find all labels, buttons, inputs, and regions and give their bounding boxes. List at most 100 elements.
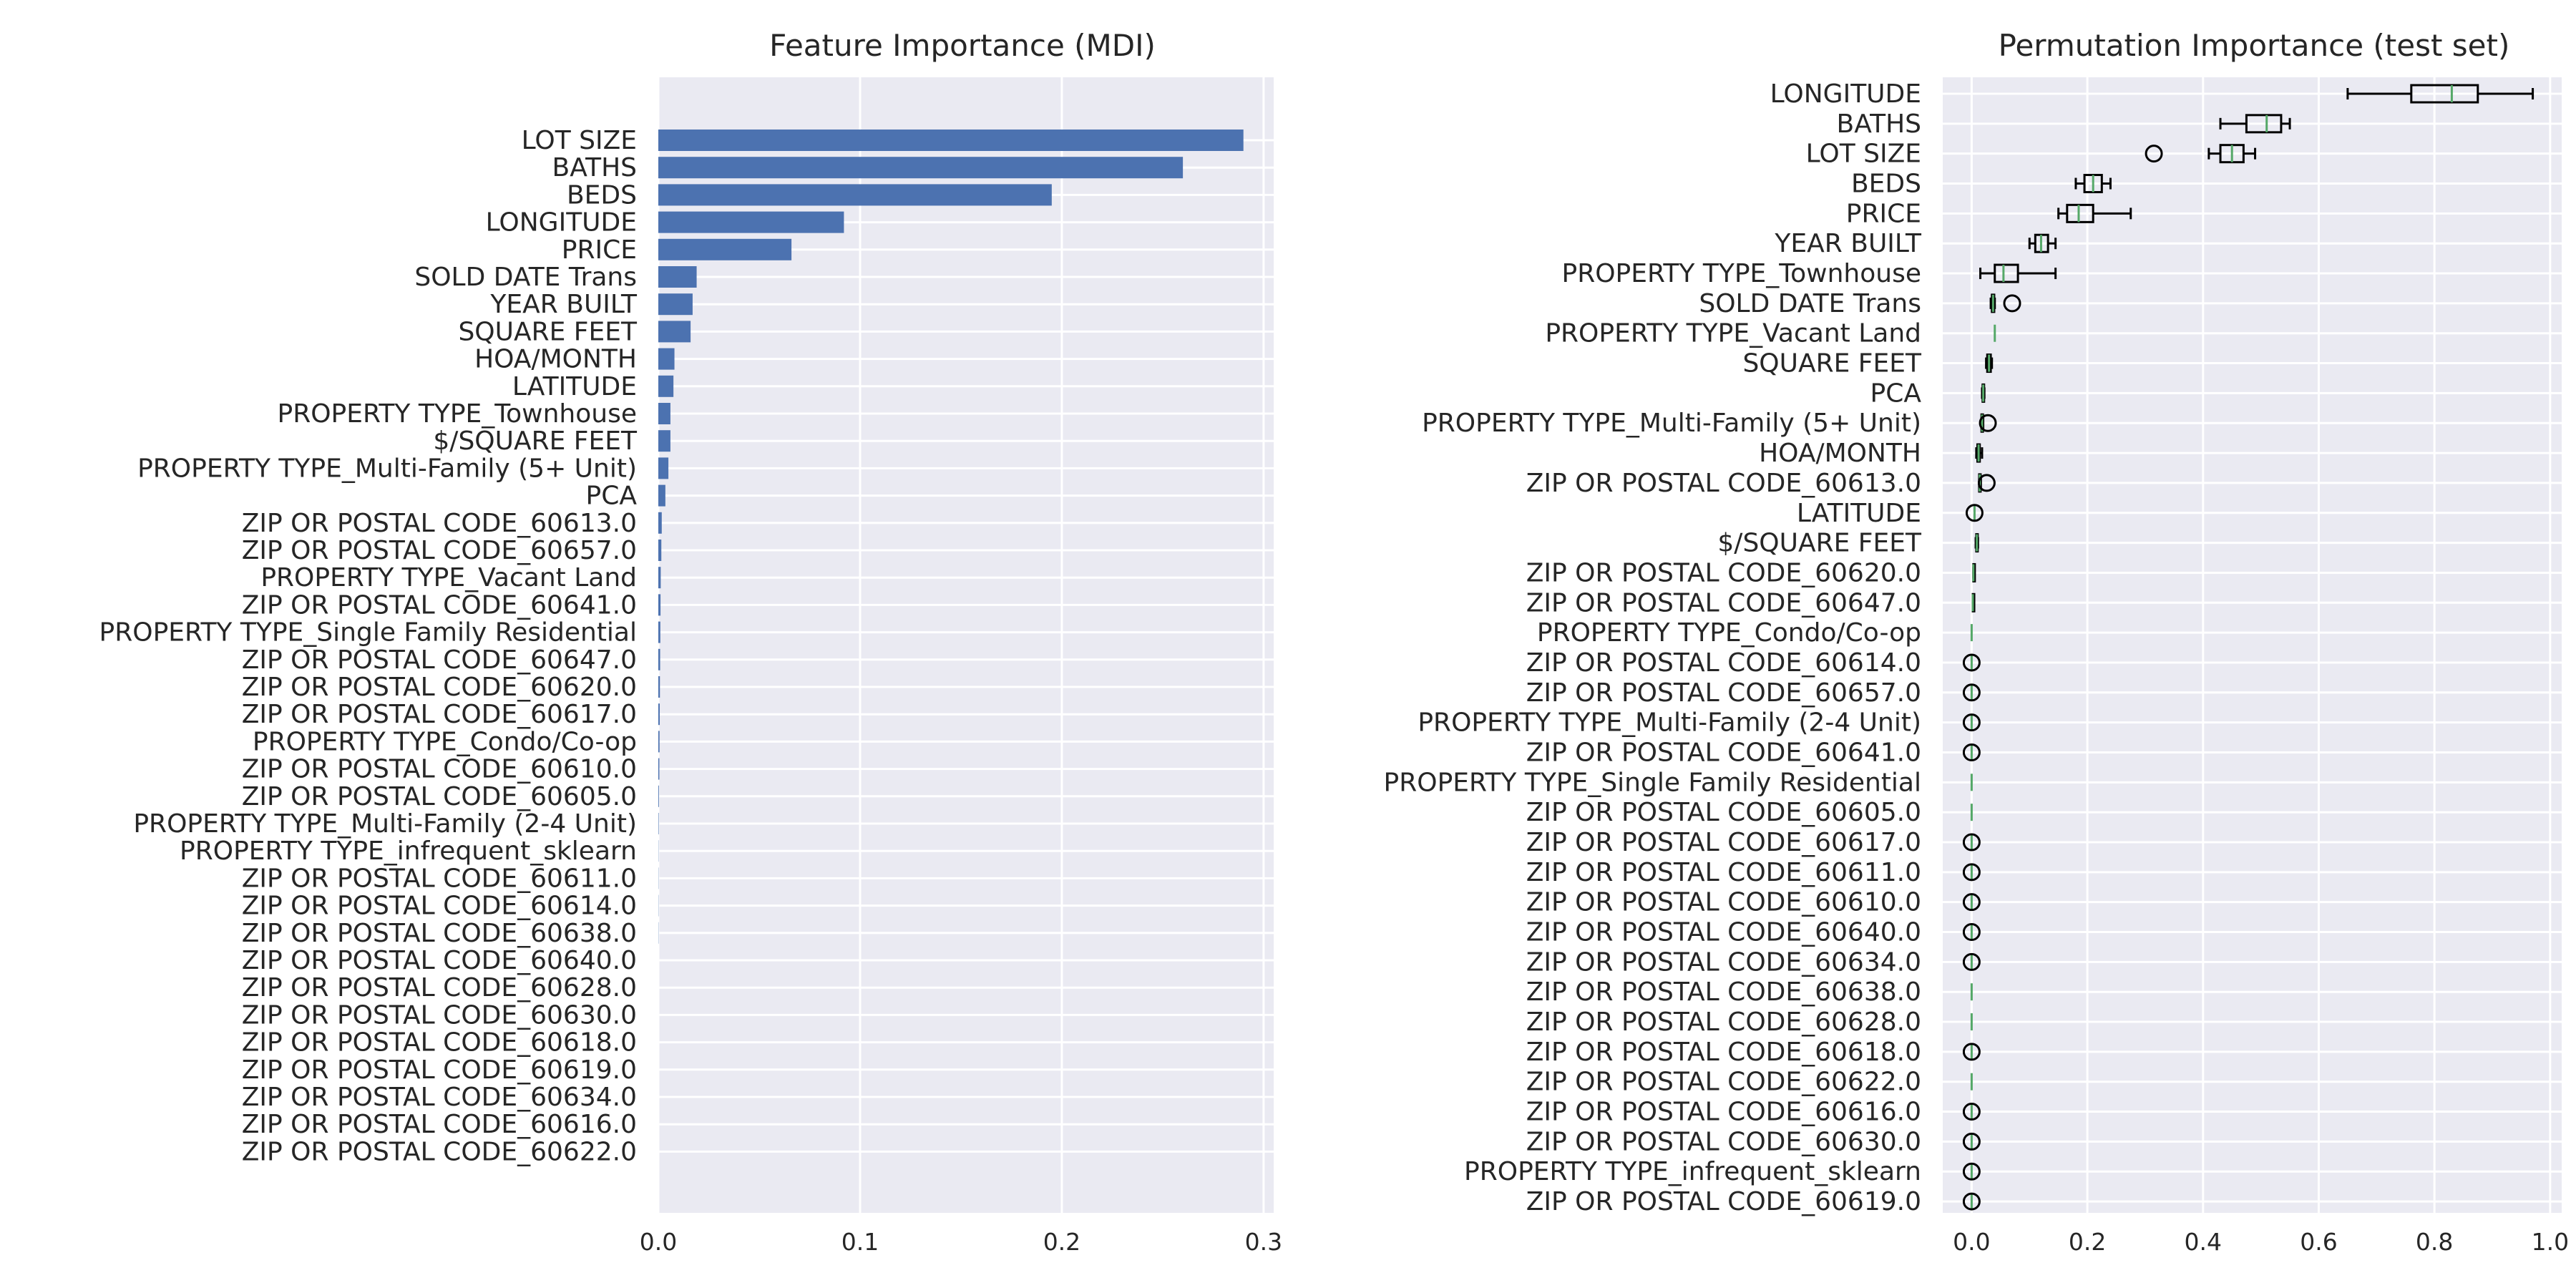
category-label: ZIP OR POSTAL CODE_60641.0 bbox=[1526, 738, 1921, 767]
category-label: BEDS bbox=[1851, 170, 1921, 199]
bar bbox=[658, 238, 792, 260]
category-label: BATHS bbox=[552, 153, 637, 182]
outlier-point bbox=[1962, 952, 1981, 971]
outlier-point bbox=[1962, 683, 1981, 702]
bar bbox=[658, 758, 660, 780]
x-tick-label: 0.4 bbox=[2185, 1228, 2222, 1256]
plot-area bbox=[658, 77, 1274, 1213]
outlier-point bbox=[2145, 145, 2163, 163]
box bbox=[2245, 114, 2283, 134]
category-label: SOLD DATE Trans bbox=[414, 263, 637, 292]
outlier-point bbox=[1962, 1162, 1981, 1181]
category-label: BATHS bbox=[1837, 109, 1921, 139]
category-label: ZIP OR POSTAL CODE_60622.0 bbox=[242, 1137, 637, 1166]
bar bbox=[658, 130, 1244, 151]
category-label: ZIP OR POSTAL CODE_60617.0 bbox=[1526, 828, 1921, 857]
category-label: PROPERTY TYPE_Multi-Family (2-4 Unit) bbox=[133, 809, 637, 839]
category-label: ZIP OR POSTAL CODE_60617.0 bbox=[242, 700, 637, 729]
category-label: ZIP OR POSTAL CODE_60605.0 bbox=[242, 782, 637, 811]
x-tick-label: 0.0 bbox=[640, 1228, 677, 1256]
category-label: PROPERTY TYPE_Multi-Family (5+ Unit) bbox=[137, 454, 637, 483]
category-label: $/SQUARE FEET bbox=[433, 426, 638, 456]
category-label: HOA/MONTH bbox=[1759, 439, 1921, 468]
bar bbox=[658, 621, 660, 643]
category-label: ZIP OR POSTAL CODE_60628.0 bbox=[1526, 1008, 1921, 1037]
category-label: LATITUDE bbox=[1797, 499, 1921, 528]
category-label: ZIP OR POSTAL CODE_60610.0 bbox=[242, 755, 637, 784]
category-label: ZIP OR POSTAL CODE_60613.0 bbox=[1526, 469, 1921, 498]
x-tick-label: 1.0 bbox=[2532, 1228, 2569, 1256]
bar bbox=[658, 184, 1052, 206]
outlier-point bbox=[1962, 1103, 1981, 1121]
category-label: ZIP OR POSTAL CODE_60611.0 bbox=[1526, 858, 1921, 887]
bar bbox=[658, 512, 662, 534]
bar bbox=[658, 484, 665, 507]
x-tick-label: 0.8 bbox=[2416, 1228, 2453, 1256]
category-label: PCA bbox=[586, 482, 638, 511]
bar bbox=[658, 785, 659, 807]
outlier-point bbox=[1962, 1132, 1981, 1151]
bar bbox=[658, 211, 844, 233]
outlier-point bbox=[1962, 713, 1981, 732]
category-label: SQUARE FEET bbox=[1742, 349, 1922, 379]
x-tick-label: 0.3 bbox=[1245, 1228, 1282, 1256]
bar bbox=[658, 430, 670, 452]
x-tick-label: 0.0 bbox=[1953, 1228, 1990, 1256]
permutation-chart-title: Permutation Importance (test set) bbox=[1999, 28, 2510, 63]
category-label: ZIP OR POSTAL CODE_60647.0 bbox=[242, 645, 637, 675]
category-label: ZIP OR POSTAL CODE_60620.0 bbox=[1526, 558, 1921, 587]
category-label: ZIP OR POSTAL CODE_60619.0 bbox=[242, 1055, 637, 1085]
category-label: ZIP OR POSTAL CODE_60647.0 bbox=[1526, 588, 1921, 618]
category-label: ZIP OR POSTAL CODE_60614.0 bbox=[1526, 648, 1921, 678]
outlier-point bbox=[1979, 414, 1997, 432]
outlier-point bbox=[1965, 504, 1984, 522]
category-label: YEAR BUILT bbox=[1774, 229, 1922, 258]
bar bbox=[658, 375, 674, 397]
box bbox=[1994, 263, 2019, 283]
category-label: ZIP OR POSTAL CODE_60618.0 bbox=[1526, 1038, 1921, 1067]
category-label: ZIP OR POSTAL CODE_60657.0 bbox=[242, 536, 637, 565]
category-label: YEAR BUILT bbox=[489, 290, 638, 319]
plot-area bbox=[1943, 77, 2562, 1213]
category-label: ZIP OR POSTAL CODE_60630.0 bbox=[242, 1000, 637, 1030]
category-label: PROPERTY TYPE_Townhouse bbox=[278, 399, 638, 429]
category-label: LOT SIZE bbox=[1806, 140, 1921, 169]
x-tick-label: 0.1 bbox=[841, 1228, 879, 1256]
bar bbox=[658, 321, 691, 343]
box bbox=[2410, 84, 2479, 104]
category-label: ZIP OR POSTAL CODE_60605.0 bbox=[1526, 798, 1921, 827]
bar bbox=[658, 594, 661, 616]
category-label: LONGITUDE bbox=[1770, 79, 1921, 109]
category-label: PRICE bbox=[1846, 199, 1921, 228]
outlier-point bbox=[1962, 863, 1981, 882]
category-label: ZIP OR POSTAL CODE_60618.0 bbox=[242, 1028, 637, 1058]
x-tick-label: 0.2 bbox=[1043, 1228, 1080, 1256]
category-label: BEDS bbox=[567, 180, 637, 210]
category-label: PROPERTY TYPE_Vacant Land bbox=[1545, 319, 1921, 348]
category-label: ZIP OR POSTAL CODE_60616.0 bbox=[242, 1110, 637, 1139]
category-label: ZIP OR POSTAL CODE_60638.0 bbox=[1526, 977, 1921, 1007]
bar bbox=[658, 567, 661, 589]
category-label: ZIP OR POSTAL CODE_60620.0 bbox=[242, 673, 637, 702]
category-label: ZIP OR POSTAL CODE_60640.0 bbox=[242, 946, 637, 975]
category-label: ZIP OR POSTAL CODE_60638.0 bbox=[242, 919, 637, 948]
category-label: PROPERTY TYPE_Condo/Co-op bbox=[253, 727, 637, 756]
bar bbox=[658, 676, 660, 698]
bar bbox=[658, 813, 659, 834]
category-label: PROPERTY TYPE_Condo/Co-op bbox=[1537, 618, 1921, 648]
outlier-point bbox=[1962, 1192, 1981, 1211]
category-label: HOA/MONTH bbox=[474, 345, 637, 374]
category-label: PCA bbox=[1870, 379, 1922, 408]
category-label: ZIP OR POSTAL CODE_60630.0 bbox=[1526, 1127, 1921, 1156]
mdi-chart-title: Feature Importance (MDI) bbox=[769, 28, 1156, 63]
category-label: PROPERTY TYPE_Vacant Land bbox=[260, 563, 637, 592]
category-label: $/SQUARE FEET bbox=[1717, 529, 1922, 558]
category-label: ZIP OR POSTAL CODE_60640.0 bbox=[1526, 918, 1921, 947]
x-tick-label: 0.2 bbox=[2069, 1228, 2106, 1256]
bar bbox=[658, 157, 1184, 179]
permutation-chart: Permutation Importance (test set) 0.0 0.2… bbox=[1384, 28, 2570, 1256]
x-tick-label: 0.6 bbox=[2300, 1228, 2337, 1256]
bar bbox=[658, 348, 675, 370]
box bbox=[2066, 203, 2094, 223]
category-label: ZIP OR POSTAL CODE_60641.0 bbox=[242, 590, 637, 620]
